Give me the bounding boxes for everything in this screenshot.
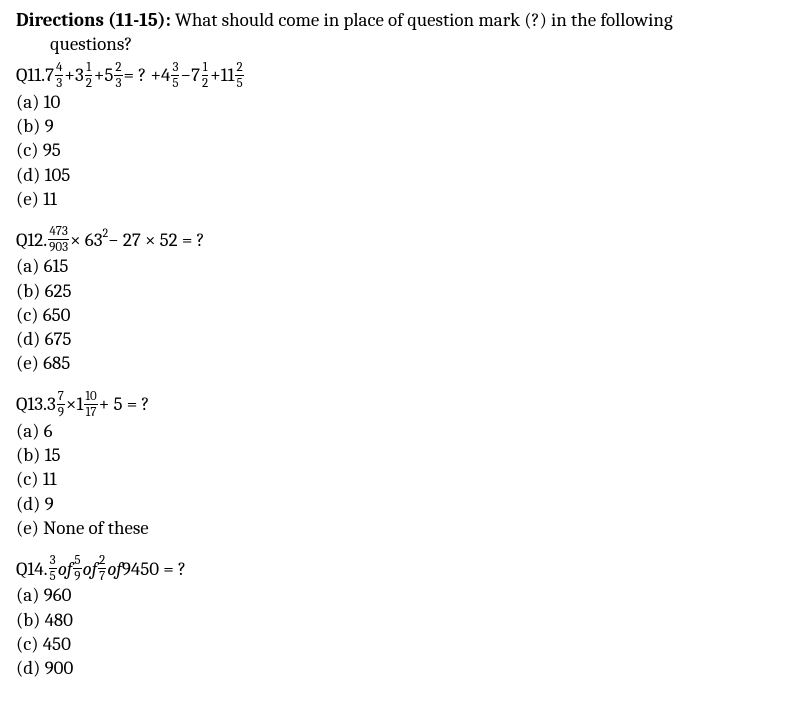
q13-option-c: (c) 11 (16, 467, 783, 491)
q11-term3: 523 (104, 61, 123, 90)
q14-option-b: (b) 480 (16, 608, 783, 632)
q11-t2-den: 2 (85, 76, 93, 90)
q13-times: × (66, 392, 77, 416)
q12-expression: Q12. 473903 × 632 − 27 × 52 = ? (16, 225, 783, 254)
q11-t5-den: 2 (201, 76, 209, 90)
q12-option-c: (c) 650 (16, 303, 783, 327)
q11-term6: 1125 (221, 61, 245, 90)
q12-frac: 473903 (48, 225, 69, 254)
q11-t6-den: 5 (235, 76, 243, 90)
q12-option-d: (d) 675 (16, 327, 783, 351)
directions-text: What should come in place of question ma… (171, 9, 673, 31)
q14-f2: 59 (73, 554, 81, 583)
q12-squared: 2 (103, 226, 109, 241)
q11-option-d: (d) 105 (16, 163, 783, 187)
q14-f2-den: 9 (73, 569, 81, 583)
q13-term1: 379 (47, 390, 66, 419)
q14-f3-den: 7 (98, 569, 106, 583)
q11-option-c: (c) 95 (16, 138, 783, 162)
q13-t2-whole: 1 (76, 392, 83, 416)
q12-rest: − 27 × 52 = ? (108, 228, 204, 252)
q13-option-b: (b) 15 (16, 443, 783, 467)
q14-f1: 35 (49, 554, 57, 583)
q11-t1-den: 3 (55, 76, 63, 90)
q14-option-c: (c) 450 (16, 632, 783, 656)
q14-f3: 27 (98, 554, 106, 583)
q11-term1: 743 (45, 61, 64, 90)
q13-option-a: (a) 6 (16, 419, 783, 443)
q11-option-a: (a) 10 (16, 90, 783, 114)
q11-option-b: (b) 9 (16, 114, 783, 138)
q11-t5-num: 1 (202, 61, 209, 76)
q13-label: Q13. (16, 392, 47, 416)
q11-eq: = ? + (124, 63, 161, 87)
q11-t4-whole: 4 (161, 63, 170, 87)
q12-option-b: (b) 625 (16, 279, 783, 303)
q11-t3-whole: 5 (104, 63, 113, 87)
q14-f1-den: 5 (49, 569, 57, 583)
question-13: Q13. 379 × 11017 + 5 = ? (a) 6 (b) 15 (c… (16, 390, 783, 541)
q13-t2-den: 17 (85, 405, 98, 419)
q13-rest: + 5 = ? (99, 392, 150, 416)
directions-block: Directions (11-15): What should come in … (16, 8, 783, 57)
q13-term2: 11017 (76, 390, 98, 419)
q11-t4-den: 5 (171, 76, 179, 90)
q14-of1: of (58, 557, 73, 581)
q11-t2-whole: 3 (75, 63, 84, 87)
q13-t1-den: 9 (57, 405, 65, 419)
q14-f1-num: 3 (49, 554, 57, 569)
q14-of2: of (83, 557, 98, 581)
q14-label: Q14. (16, 557, 48, 581)
directions-text-line2: questions? (16, 32, 783, 56)
q11-plus3: + (210, 63, 221, 87)
question-11: Q11. 743 + 312 + 523 = ? + 435 − 712 + 1… (16, 61, 783, 212)
q12-frac-num: 473 (48, 225, 69, 240)
q14-option-a: (a) 960 (16, 583, 783, 607)
q14-f3-num: 2 (98, 554, 106, 569)
q12-option-a: (a) 615 (16, 254, 783, 278)
q12-frac-den: 903 (48, 240, 69, 254)
q13-expression: Q13. 379 × 11017 + 5 = ? (16, 390, 783, 419)
q11-t1-whole: 7 (45, 63, 54, 87)
q14-expression: Q14. 35 of 59 of 27 of 9450 = ? (16, 554, 783, 583)
q11-t3-den: 3 (114, 76, 122, 90)
q11-term4: 435 (161, 61, 181, 90)
q11-t6-whole: 11 (221, 63, 235, 87)
directions-label: Directions (11-15): (16, 9, 171, 31)
q12-label: Q12. (16, 228, 47, 252)
q11-t2-num: 1 (85, 61, 92, 76)
q11-term2: 312 (75, 61, 94, 90)
q13-t2-num: 10 (84, 390, 97, 405)
q11-minus: − (181, 63, 192, 87)
q14-option-d: (d) 900 (16, 656, 783, 680)
q11-label: Q11. (16, 63, 45, 87)
q13-t1-whole: 3 (47, 392, 56, 416)
q11-option-e: (e) 11 (16, 187, 783, 211)
q13-option-e: (e) None of these (16, 516, 783, 540)
q11-t3-num: 2 (114, 61, 122, 76)
q13-t1-num: 7 (57, 390, 65, 405)
q12-option-e: (e) 685 (16, 351, 783, 375)
q13-option-d: (d) 9 (16, 492, 783, 516)
question-14: Q14. 35 of 59 of 27 of 9450 = ? (a) 960 … (16, 554, 783, 680)
q11-t5-whole: 7 (191, 63, 200, 87)
q11-plus2: + (94, 63, 105, 87)
q14-rest: 9450 = ? (122, 557, 186, 581)
q14-of3: of (107, 557, 122, 581)
q12-times-63: × 63 (70, 228, 102, 252)
question-12: Q12. 473903 × 632 − 27 × 52 = ? (a) 615 … (16, 225, 783, 376)
q11-t6-num: 2 (235, 61, 243, 76)
q14-f2-num: 5 (73, 554, 81, 569)
q11-t1-num: 4 (55, 61, 63, 76)
q11-term5: 712 (191, 61, 210, 90)
q11-expression: Q11. 743 + 312 + 523 = ? + 435 − 712 + 1… (16, 61, 783, 90)
q11-t4-num: 3 (171, 61, 179, 76)
q11-plus1: + (64, 63, 75, 87)
